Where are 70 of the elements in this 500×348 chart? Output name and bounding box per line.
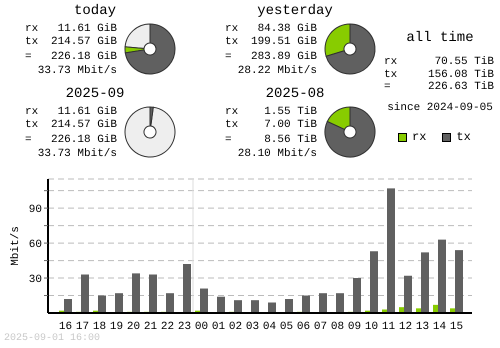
x-tick-label: 10 (364, 320, 378, 333)
text: = (225, 51, 232, 64)
text: = (25, 51, 32, 64)
text: 11.61 GiB (58, 106, 117, 118)
x-tick-label: 20 (126, 320, 140, 333)
text: tx (225, 118, 238, 131)
x-tick-label: 03 (246, 320, 260, 333)
text: 84.38 GiB (258, 23, 317, 36)
chart-title: yesterday (256, 3, 334, 19)
legend-label: tx (455, 130, 471, 144)
x-tick-label: 08 (330, 320, 344, 333)
x-tick-label: 09 (348, 320, 362, 333)
text: 33.73 Mbit/s (36, 146, 117, 160)
chart-title: 2025-08 (264, 86, 326, 102)
x-tick-label: 13 (416, 320, 430, 333)
text: 283.89 GiB (250, 51, 317, 64)
x-tick-label: 11 (382, 320, 396, 333)
category-label: rx (384, 56, 398, 68)
text: 33.73 Mbit/s (36, 64, 117, 78)
text: tx (225, 36, 238, 48)
text: since 2024-09-05 (386, 102, 494, 114)
x-tick-label: 05 (280, 320, 294, 333)
x-tick-label: 14 (432, 320, 446, 333)
text: = (225, 134, 232, 146)
x-tick-label: 02 (228, 320, 242, 333)
text: 7.00 TiB (264, 118, 317, 131)
chart-title: today (72, 3, 117, 19)
text: 226.18 GiB (50, 134, 117, 146)
text: 214.57 GiB (50, 118, 117, 131)
x-tick-label: 15 (450, 320, 464, 333)
text: tx (25, 118, 38, 131)
x-tick-label: 01 (212, 320, 226, 333)
text: 8.56 TiB (264, 134, 317, 146)
text: 11.61 GiB (58, 23, 117, 36)
text: 199.51 GiB (250, 36, 317, 48)
x-tick-label: 23 (178, 320, 192, 333)
text: 214.57 GiB (50, 36, 117, 48)
legend-label: rx (411, 130, 426, 144)
y-tick-label: 90 (28, 204, 42, 216)
x-tick-label: 18 (92, 320, 106, 333)
text: 156.08 TiB (428, 68, 494, 80)
text: rx (225, 106, 238, 118)
text: 226.18 GiB (50, 51, 117, 64)
y-tick-label: 60 (28, 238, 42, 251)
chart-title: 2025-09 (64, 86, 126, 102)
category-label: tx (384, 68, 398, 81)
y-tick-label: 30 (28, 274, 42, 286)
x-tick-label: 21 (144, 320, 158, 333)
text: tx (25, 36, 38, 48)
x-tick-label: 07 (314, 320, 328, 333)
x-tick-label: 06 (296, 320, 310, 333)
category-label: = (384, 81, 391, 94)
x-tick-label: 16 (58, 320, 72, 333)
x-tick-label: 22 (160, 320, 174, 333)
text: all time (405, 30, 475, 46)
text: 28.10 Mbit/s (236, 146, 317, 160)
text: 70.55 TiB (434, 56, 494, 68)
x-tick-label: 04 (262, 320, 276, 333)
text: rx (25, 106, 38, 118)
x-tick-label: 00 (194, 320, 208, 333)
text: rx (25, 23, 38, 36)
text: 1.55 TiB (264, 106, 317, 118)
text: 28.22 Mbit/s (236, 64, 317, 78)
y-axis-title: Mbit/s (10, 226, 22, 266)
text: rx (225, 23, 238, 36)
x-tick-label: 17 (76, 320, 90, 333)
text: = (25, 134, 32, 146)
x-tick-label: 19 (110, 320, 124, 333)
x-tick-label: 12 (398, 320, 412, 333)
text: 226.63 TiB (428, 81, 494, 93)
